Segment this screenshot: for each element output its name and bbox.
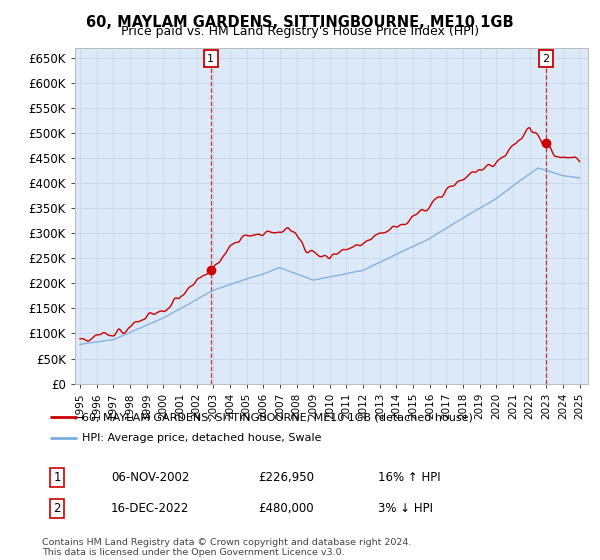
- Text: Price paid vs. HM Land Registry's House Price Index (HPI): Price paid vs. HM Land Registry's House …: [121, 25, 479, 38]
- Text: 1: 1: [53, 470, 61, 484]
- Text: 2: 2: [53, 502, 61, 515]
- Text: HPI: Average price, detached house, Swale: HPI: Average price, detached house, Swal…: [83, 433, 322, 444]
- Text: 60, MAYLAM GARDENS, SITTINGBOURNE, ME10 1GB: 60, MAYLAM GARDENS, SITTINGBOURNE, ME10 …: [86, 15, 514, 30]
- Text: 3% ↓ HPI: 3% ↓ HPI: [378, 502, 433, 515]
- Text: 1: 1: [207, 54, 214, 64]
- Text: 06-NOV-2002: 06-NOV-2002: [111, 470, 190, 484]
- Text: Contains HM Land Registry data © Crown copyright and database right 2024.
This d: Contains HM Land Registry data © Crown c…: [42, 538, 412, 557]
- Text: £226,950: £226,950: [258, 470, 314, 484]
- Text: 16-DEC-2022: 16-DEC-2022: [111, 502, 190, 515]
- Text: £480,000: £480,000: [258, 502, 314, 515]
- Text: 60, MAYLAM GARDENS, SITTINGBOURNE, ME10 1GB (detached house): 60, MAYLAM GARDENS, SITTINGBOURNE, ME10 …: [83, 412, 473, 422]
- Text: 2: 2: [542, 54, 549, 64]
- Text: 16% ↑ HPI: 16% ↑ HPI: [378, 470, 440, 484]
